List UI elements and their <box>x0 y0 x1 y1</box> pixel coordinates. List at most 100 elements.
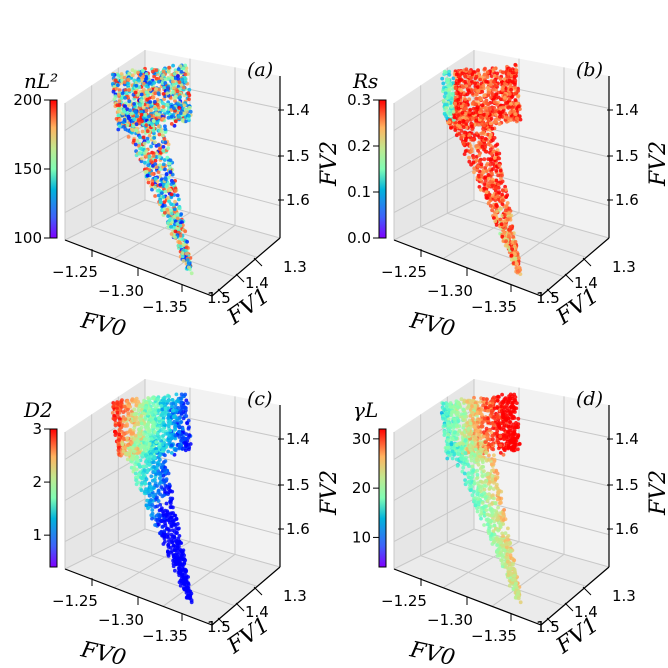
data-point <box>166 413 171 417</box>
data-point <box>136 408 141 413</box>
data-point <box>511 234 516 239</box>
grid-line <box>91 226 235 278</box>
scatter-points <box>110 63 194 276</box>
data-point <box>133 471 138 476</box>
data-point <box>133 142 138 147</box>
data-point <box>182 111 187 116</box>
data-point <box>153 107 158 112</box>
colorbar-title: nL² <box>24 69 58 93</box>
data-point <box>173 423 178 428</box>
data-point <box>468 107 473 112</box>
data-point <box>156 522 161 527</box>
z-tick-label: 1.5 <box>615 476 639 494</box>
y-tick-label: 1.4 <box>245 274 269 292</box>
data-point <box>151 154 156 158</box>
data-point <box>482 72 487 77</box>
data-point <box>125 123 130 128</box>
data-point <box>140 476 145 481</box>
data-point <box>480 144 485 149</box>
data-point <box>165 431 170 436</box>
data-point <box>508 83 513 87</box>
data-point <box>160 506 164 511</box>
data-point <box>114 86 119 91</box>
z-tick-label: 1.5 <box>615 147 639 165</box>
data-point <box>138 404 143 408</box>
data-point <box>177 526 181 531</box>
panel-label: (d) <box>576 388 603 410</box>
data-point <box>444 105 448 110</box>
data-point <box>163 523 168 528</box>
data-point <box>155 463 160 468</box>
data-point <box>153 158 158 163</box>
data-point <box>457 117 462 122</box>
data-point <box>500 198 505 203</box>
data-point <box>179 412 184 416</box>
data-point <box>138 418 143 423</box>
data-point <box>509 213 514 218</box>
data-point <box>126 114 131 119</box>
data-point <box>173 189 178 193</box>
data-point <box>479 115 484 120</box>
data-point <box>173 229 178 234</box>
data-point <box>475 481 480 486</box>
data-point <box>160 101 165 106</box>
data-point <box>136 399 141 404</box>
data-point <box>184 245 189 250</box>
data-point <box>176 406 181 410</box>
data-point <box>123 88 128 92</box>
data-point <box>157 445 162 450</box>
z-tick-label: 1.5 <box>286 147 310 165</box>
data-point <box>443 70 448 75</box>
grid-line <box>491 224 565 278</box>
data-point <box>117 432 122 437</box>
data-point <box>502 77 507 82</box>
data-point <box>149 411 154 415</box>
data-point <box>166 471 171 476</box>
data-point <box>153 176 158 181</box>
data-point <box>113 433 118 437</box>
data-point <box>144 405 148 410</box>
data-point <box>505 201 510 205</box>
data-point <box>484 163 489 168</box>
data-point <box>143 160 147 165</box>
data-point <box>167 421 172 426</box>
data-point <box>441 99 446 103</box>
data-point <box>179 541 184 545</box>
data-point <box>470 138 474 142</box>
data-point <box>516 104 521 109</box>
data-point <box>141 401 146 406</box>
data-point <box>148 484 153 489</box>
data-point <box>169 436 174 441</box>
data-point <box>144 149 149 154</box>
data-point <box>506 71 511 76</box>
data-point <box>472 133 477 138</box>
z-tick-label: 1.5 <box>286 476 310 494</box>
data-point <box>154 151 159 156</box>
data-point <box>139 112 144 117</box>
data-point <box>454 72 459 77</box>
data-point <box>116 83 120 87</box>
data-point <box>166 115 171 120</box>
data-point <box>187 97 191 102</box>
data-point <box>112 402 117 406</box>
data-point <box>498 77 503 81</box>
data-point <box>158 476 162 481</box>
colorbar-gradient <box>378 99 387 239</box>
data-point <box>483 142 487 147</box>
data-point <box>177 425 182 429</box>
data-point <box>500 87 505 92</box>
data-point <box>489 95 493 100</box>
data-point <box>510 70 515 75</box>
data-point <box>152 99 157 104</box>
data-point <box>442 94 447 99</box>
data-point <box>452 115 457 120</box>
z-axis-label: FV2 <box>317 141 342 187</box>
data-point <box>167 218 172 223</box>
grid-line <box>144 199 281 239</box>
data-point <box>130 457 135 461</box>
data-point <box>510 247 515 252</box>
data-point <box>145 173 150 178</box>
data-point <box>476 89 480 94</box>
data-point <box>144 503 149 508</box>
data-point <box>188 109 193 114</box>
